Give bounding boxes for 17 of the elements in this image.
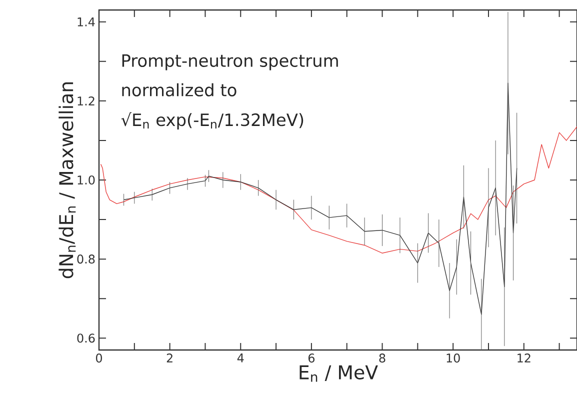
x-tick-label: 6 — [308, 354, 315, 363]
x-tick-label: 12 — [518, 354, 530, 362]
y-tick-label: 0.6 — [77, 334, 95, 343]
annotation: Prompt-neutron spectrum — [122, 54, 338, 70]
x-tick-label: 2 — [166, 354, 172, 362]
y-axis-title: dN$_{n}$/dE$_{n}$ / Maxwellian — [58, 82, 76, 278]
x-axis-title: E$_{n}$ / MeV — [300, 365, 378, 382]
x-tick-label: 0 — [96, 354, 102, 363]
annotation: normalized to — [122, 83, 236, 96]
annotation: √E$_{n}$ exp(-E$_{n}$/1.32MeV) — [121, 112, 304, 130]
y-tick-label: 0.8 — [77, 254, 95, 264]
y-tick-label: 1.2 — [78, 96, 94, 106]
y-tick-label: 1.4 — [78, 18, 95, 26]
x-tick-label: 10 — [446, 354, 460, 363]
x-tick-label: 8 — [379, 354, 386, 363]
y-tick-label: 1.0 — [78, 175, 95, 185]
x-tick-label: 4 — [237, 354, 244, 362]
